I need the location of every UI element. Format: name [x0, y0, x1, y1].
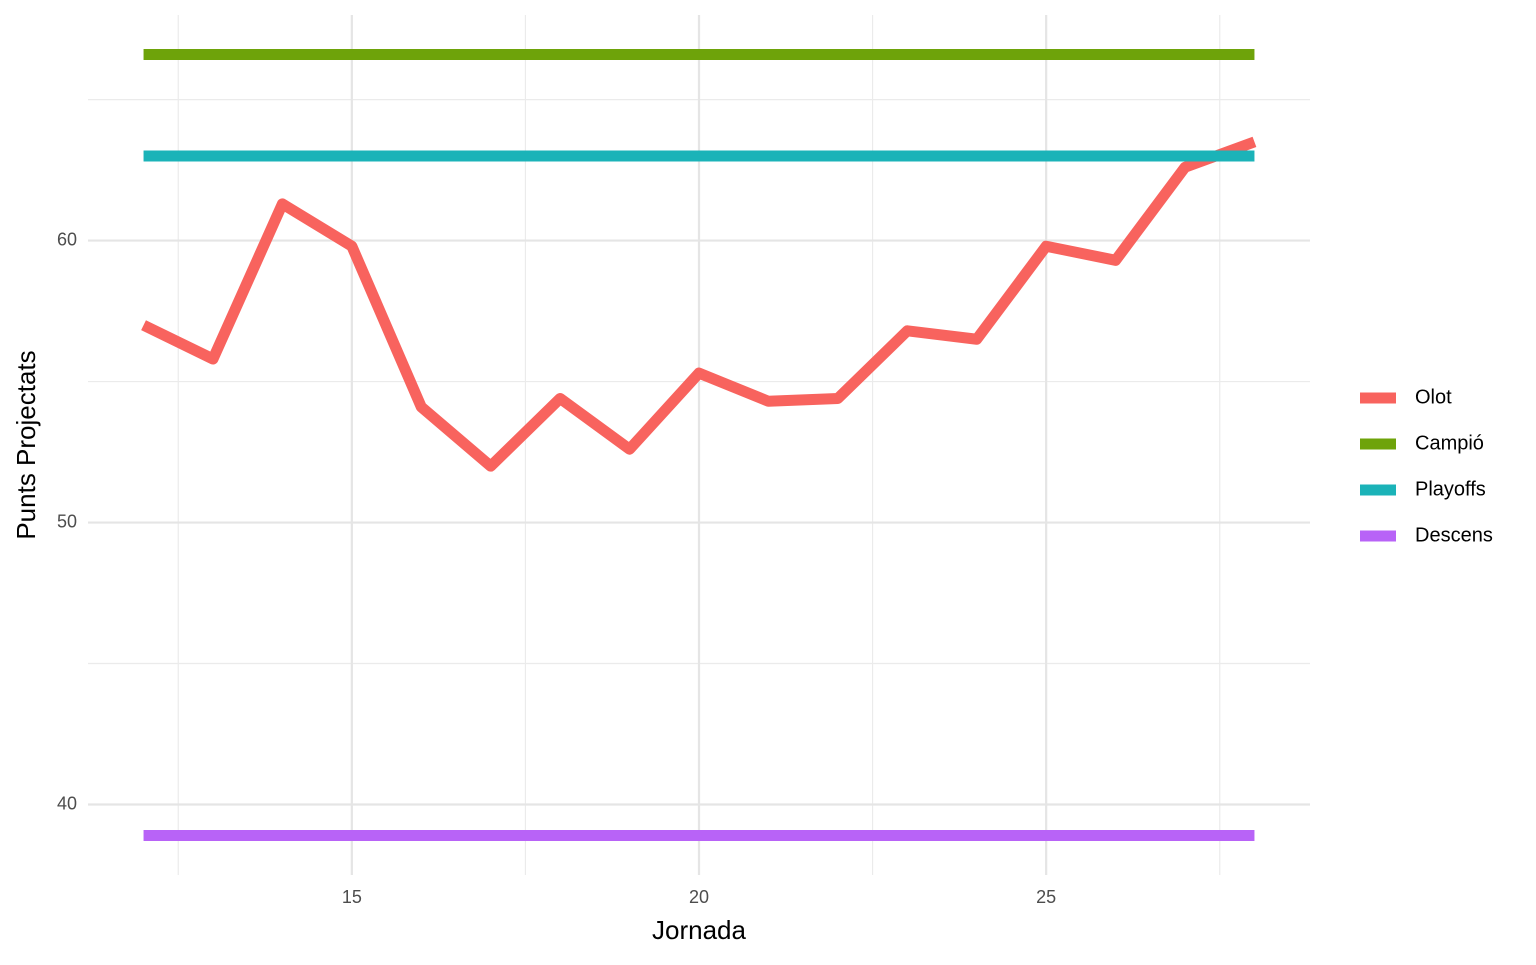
y-tick-label: 40 — [57, 793, 77, 813]
x-tick-label: 15 — [342, 887, 362, 907]
line — [141, 136, 1257, 472]
x-tick-label: 20 — [689, 887, 709, 907]
legend-label: Descens — [1415, 524, 1493, 546]
x-axis-title: Jornada — [652, 915, 746, 945]
legend-label: Playoffs — [1415, 478, 1486, 500]
legend-label: Olot — [1415, 386, 1452, 408]
y-axis-title: Punts Projectats — [11, 350, 41, 539]
y-tick-label: 50 — [57, 511, 77, 531]
y-tick-label: 60 — [57, 229, 77, 249]
x-tick-label: 25 — [1036, 887, 1056, 907]
legend-label: Campió — [1415, 432, 1484, 454]
